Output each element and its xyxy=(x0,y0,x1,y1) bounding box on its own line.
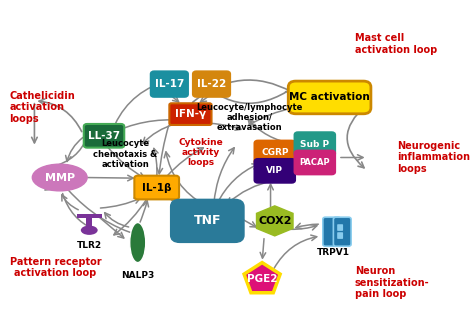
Text: Mast cell
activation loop: Mast cell activation loop xyxy=(355,33,437,55)
Text: Sub P: Sub P xyxy=(300,140,329,149)
FancyBboxPatch shape xyxy=(193,71,230,97)
Text: TRPV1: TRPV1 xyxy=(317,248,350,257)
Text: Neuron
sensitization-
pain loop: Neuron sensitization- pain loop xyxy=(355,266,429,299)
FancyBboxPatch shape xyxy=(294,132,335,156)
Text: Neurogenic
inflammation
loops: Neurogenic inflammation loops xyxy=(397,141,470,174)
Bar xyxy=(77,213,102,218)
Text: NALP3: NALP3 xyxy=(121,271,155,280)
FancyBboxPatch shape xyxy=(171,199,244,243)
Text: TNF: TNF xyxy=(193,214,221,227)
Text: Cathelicidin
activation
loops: Cathelicidin activation loops xyxy=(9,91,75,124)
Text: TLR2: TLR2 xyxy=(77,242,102,250)
Ellipse shape xyxy=(218,207,229,213)
FancyBboxPatch shape xyxy=(151,71,188,97)
FancyBboxPatch shape xyxy=(333,217,351,246)
Polygon shape xyxy=(244,263,280,293)
Text: LL-37: LL-37 xyxy=(88,131,120,141)
Text: IL-17: IL-17 xyxy=(155,79,184,89)
Polygon shape xyxy=(256,206,293,236)
Ellipse shape xyxy=(201,205,214,212)
FancyBboxPatch shape xyxy=(169,103,211,125)
FancyBboxPatch shape xyxy=(84,124,124,148)
Text: IFN-γ: IFN-γ xyxy=(175,109,206,119)
FancyBboxPatch shape xyxy=(134,176,179,199)
Text: VIP: VIP xyxy=(266,166,283,175)
Text: MC activation: MC activation xyxy=(289,92,370,103)
Text: MMP: MMP xyxy=(45,173,75,183)
Text: PGE2: PGE2 xyxy=(247,274,277,284)
Ellipse shape xyxy=(130,222,146,263)
FancyBboxPatch shape xyxy=(337,232,343,239)
Ellipse shape xyxy=(32,164,87,191)
Text: Leucocyte
chemotaxis &
activation: Leucocyte chemotaxis & activation xyxy=(93,139,157,169)
FancyBboxPatch shape xyxy=(337,224,343,231)
Text: Leucocyte/lymphocyte
adhesion/
extravasation: Leucocyte/lymphocyte adhesion/ extravasa… xyxy=(196,103,303,132)
Bar xyxy=(86,217,92,227)
Text: COX2: COX2 xyxy=(258,216,292,226)
Text: IL-1β: IL-1β xyxy=(142,183,172,193)
FancyBboxPatch shape xyxy=(255,141,295,164)
Ellipse shape xyxy=(185,207,196,213)
Text: Cytokine
activity
loops: Cytokine activity loops xyxy=(179,138,223,168)
FancyBboxPatch shape xyxy=(323,217,340,246)
FancyBboxPatch shape xyxy=(255,159,295,183)
Text: IL-22: IL-22 xyxy=(197,79,226,89)
FancyBboxPatch shape xyxy=(288,81,371,114)
Text: PACAP: PACAP xyxy=(300,158,330,167)
Text: CGRP: CGRP xyxy=(261,148,289,157)
Ellipse shape xyxy=(81,225,98,235)
FancyBboxPatch shape xyxy=(294,151,335,174)
Text: Pattern receptor
activation loop: Pattern receptor activation loop xyxy=(9,257,101,278)
